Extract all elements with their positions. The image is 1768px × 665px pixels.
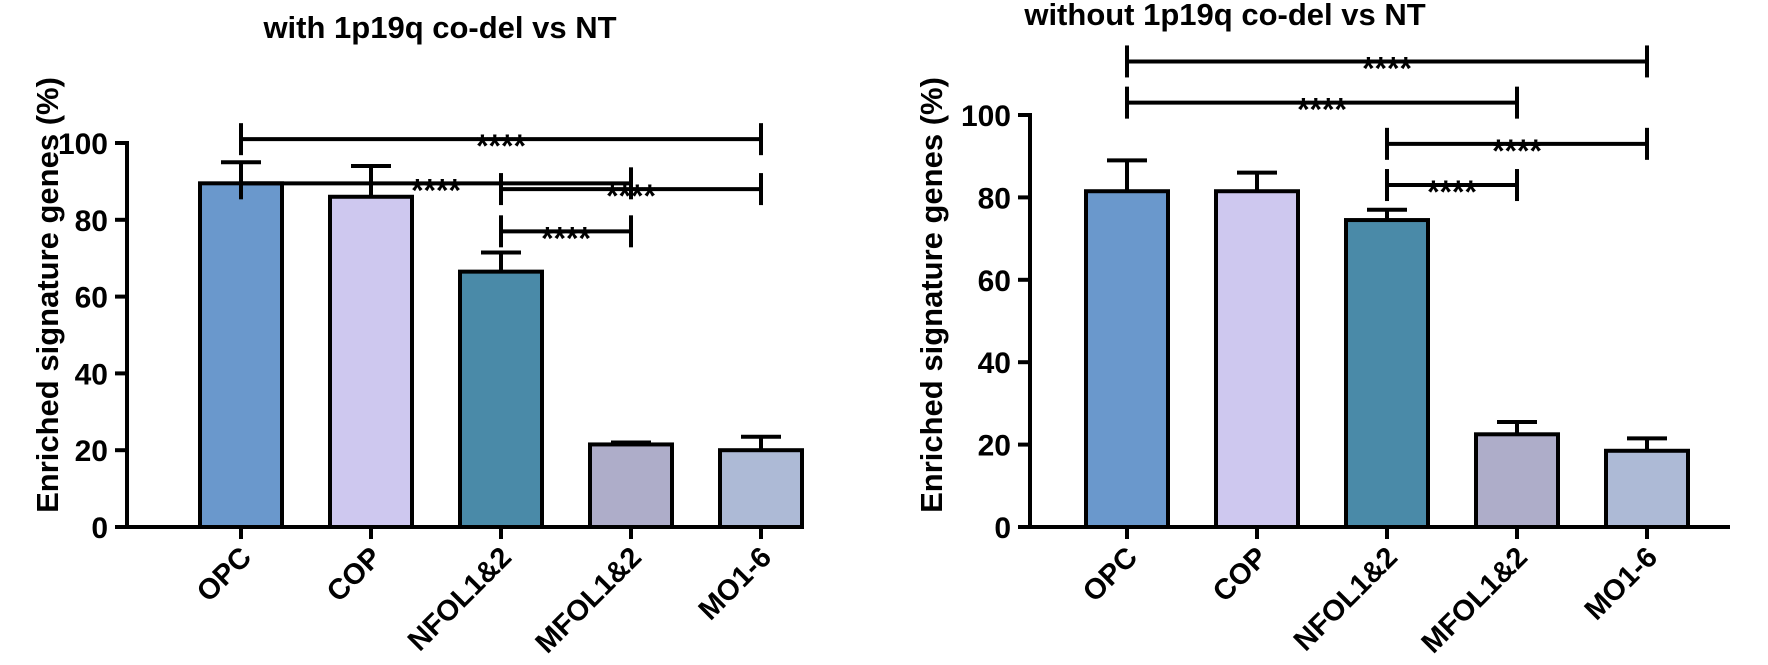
bar-cop: [328, 194, 414, 529]
significance-label: ****: [476, 128, 526, 164]
bar-mfol1-2: [588, 442, 674, 529]
bar-nfol1-2: [458, 269, 544, 530]
x-tick-label: OPC: [191, 541, 258, 608]
x-tick-label: MFOL1&2: [530, 541, 648, 659]
y-tick-label: 60: [75, 282, 108, 315]
y-tick-label: 80: [75, 205, 108, 238]
significance-label: ****: [1427, 174, 1477, 210]
chart-title: with 1p19q co-del vs NT: [262, 10, 616, 45]
bar-cop: [1214, 189, 1300, 529]
y-axis-label: Enriched signature genes (%): [30, 77, 65, 513]
y-tick-label: 0: [91, 512, 108, 545]
bar-opc: [198, 181, 284, 529]
significance-label: ****: [541, 220, 591, 256]
x-tick-label: COP: [321, 541, 388, 608]
y-axis-label: Enriched signature genes (%): [914, 77, 949, 513]
x-tick-label: NFOL1&2: [1288, 541, 1404, 657]
bar-mo1-6: [1604, 448, 1690, 529]
bar-mfol1-2: [1474, 432, 1560, 529]
significance-label: ****: [1492, 133, 1542, 169]
y-tick-label: 0: [994, 512, 1011, 545]
bar-mo1-6: [718, 448, 804, 530]
y-tick-label: 100: [961, 100, 1011, 133]
x-tick-label: MFOL1&2: [1416, 541, 1534, 659]
x-tick-label: MO1-6: [693, 541, 778, 626]
significance-label: ****: [1297, 92, 1347, 128]
bar-opc: [1084, 189, 1170, 529]
x-tick-label: OPC: [1077, 541, 1144, 608]
significance-label: ****: [606, 178, 656, 214]
chart-title: without 1p19q co-del vs NT: [1023, 0, 1425, 32]
significance-label: ****: [411, 172, 461, 208]
y-tick-label: 20: [75, 435, 108, 468]
x-tick-label: COP: [1207, 541, 1274, 608]
y-tick-label: 20: [978, 430, 1011, 463]
y-tick-label: 80: [978, 182, 1011, 215]
bar-nfol1-2: [1344, 218, 1430, 529]
panel-with-codel: with 1p19q co-del vs NT Enriched signatu…: [30, 10, 804, 660]
x-tick-label: MO1-6: [1579, 541, 1664, 626]
x-tick-label: NFOL1&2: [402, 541, 518, 657]
significance-label: ****: [1362, 50, 1412, 86]
panel-without-codel: without 1p19q co-del vs NT Enriched sign…: [914, 0, 1730, 660]
y-tick-label: 100: [58, 128, 108, 161]
y-tick-label: 40: [978, 347, 1011, 380]
y-tick-label: 60: [978, 265, 1011, 298]
y-tick-label: 40: [75, 358, 108, 391]
